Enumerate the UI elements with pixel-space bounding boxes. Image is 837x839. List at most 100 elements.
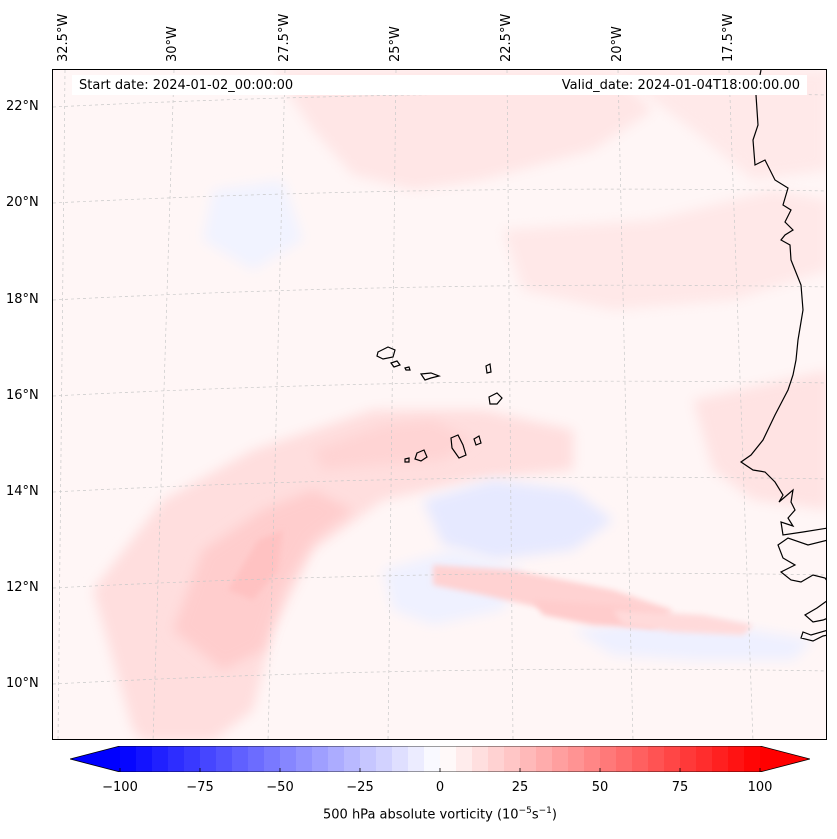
field-pos-se-streak-3	[613, 610, 753, 635]
date-banner	[72, 75, 807, 95]
colorbar-segment	[296, 746, 313, 772]
lat-label-10n: 10°N	[6, 676, 39, 691]
parallel-14n	[53, 476, 826, 493]
colorbar-tick-label: 0	[435, 780, 445, 795]
colorbar-segment	[248, 746, 265, 772]
colorbar-segment	[216, 746, 233, 772]
start-date-label: Start date: 2024-01-02_00:00:00	[79, 78, 294, 93]
colorbar-segment	[616, 746, 633, 772]
colorbar-segment	[440, 746, 457, 772]
cape-verde-islands	[376, 346, 503, 463]
field-pos-north-band-2	[503, 190, 826, 310]
colorbar-segment	[664, 746, 681, 772]
lat-label-20n: 20°N	[6, 195, 39, 210]
colorbar-segment	[424, 746, 441, 772]
colorbar-segment	[376, 746, 393, 772]
colorbar-graphic	[68, 745, 812, 773]
colorbar-tick-label: 75	[671, 780, 689, 795]
meridian-27-5w	[267, 70, 286, 739]
colorbar	[68, 745, 812, 773]
island-brava	[404, 457, 410, 463]
colorbar-segment	[680, 746, 697, 772]
field-pos-northeast	[613, 70, 826, 180]
colorbar-extend-min	[70, 746, 120, 772]
colorbar-tick-label: −100	[102, 780, 138, 795]
colorbar-tick-label: 25	[511, 780, 529, 795]
meridian-22-5w	[506, 70, 514, 739]
graticule	[53, 70, 826, 739]
colorbar-variable-label: 500 hPa absolute vorticity (10	[323, 807, 519, 823]
meridian-30w	[152, 70, 175, 739]
lat-label-22n: 22°N	[6, 99, 39, 114]
field-pos-north-band	[273, 70, 653, 190]
vorticity-field	[53, 70, 826, 739]
island-santo-antao	[376, 346, 396, 360]
colorbar-segment	[120, 746, 137, 772]
colorbar-extend-max	[760, 746, 810, 772]
parallel-20n	[53, 188, 826, 204]
lon-label-27-5w: 27.5°W	[277, 13, 292, 62]
meridian-25w	[387, 70, 397, 739]
colorbar-segment	[344, 746, 361, 772]
colorbar-segment	[632, 746, 649, 772]
colorbar-units-exp1: −5	[518, 806, 532, 816]
colorbar-segment	[568, 746, 585, 772]
parallel-16n	[53, 380, 826, 397]
colorbar-segment	[600, 746, 617, 772]
colorbar-segment	[184, 746, 201, 772]
colorbar-segment	[536, 746, 553, 772]
lon-label-32-5w: 32.5°W	[56, 13, 71, 62]
lon-label-25w: 25°W	[388, 26, 403, 62]
map-panel[interactable]	[52, 69, 827, 740]
colorbar-segment	[200, 746, 217, 772]
colorbar-units-exp2: −1	[538, 806, 552, 816]
colorbar-segment	[504, 746, 521, 772]
colorbar-segment	[584, 746, 601, 772]
parallel-18n	[53, 284, 826, 301]
lon-label-30w: 30°W	[165, 26, 180, 62]
colorbar-segment	[392, 746, 409, 772]
colorbar-label: 500 hPa absolute vorticity (10−5s−1)	[0, 806, 837, 822]
colorbar-segment	[552, 746, 569, 772]
colorbar-segment	[280, 746, 297, 772]
lat-label-16n: 16°N	[6, 388, 39, 403]
colorbar-segment	[360, 746, 377, 772]
island-fogo	[414, 449, 428, 462]
colorbar-segment	[312, 746, 329, 772]
colorbar-units-mid: s	[531, 807, 539, 823]
lat-label-18n: 18°N	[6, 292, 39, 307]
island-boa-vista	[488, 392, 503, 405]
meridian-32-5w	[57, 70, 66, 739]
field-neg-north	[203, 180, 303, 270]
lat-label-12n: 12°N	[6, 580, 39, 595]
valid-date-label: Valid_date: 2024-01-04T18:00:00.00	[561, 78, 800, 93]
colorbar-segment	[520, 746, 537, 772]
field-pos-mid-islands	[313, 420, 473, 470]
parallel-22n	[53, 92, 826, 108]
colorbar-segment	[488, 746, 505, 772]
colorbar-segment	[152, 746, 169, 772]
colorbar-segment	[744, 746, 761, 772]
colorbar-segment	[472, 746, 489, 772]
island-santiago	[450, 434, 467, 459]
parallel-10n	[53, 668, 826, 685]
colorbar-segment	[728, 746, 745, 772]
parallel-12n	[53, 572, 826, 589]
colorbar-segment	[712, 746, 729, 772]
island-sal	[485, 363, 492, 374]
colorbar-segment	[328, 746, 345, 772]
colorbar-segment	[264, 746, 281, 772]
colorbar-segment	[136, 746, 153, 772]
field-neg-south	[573, 620, 813, 660]
colorbar-segment	[232, 746, 249, 772]
meridian-20w	[617, 70, 634, 739]
field-pos-core-2	[228, 530, 283, 600]
lon-label-22-5w: 22.5°W	[499, 13, 514, 62]
colorbar-segment	[648, 746, 665, 772]
colorbar-tick-label: −50	[266, 780, 294, 795]
field-pos-east-coast	[693, 370, 826, 510]
africa-coastline	[739, 70, 826, 642]
lon-label-17-5w: 17.5°W	[721, 13, 736, 62]
lon-label-20w: 20°W	[610, 26, 625, 62]
island-maio	[473, 435, 482, 446]
